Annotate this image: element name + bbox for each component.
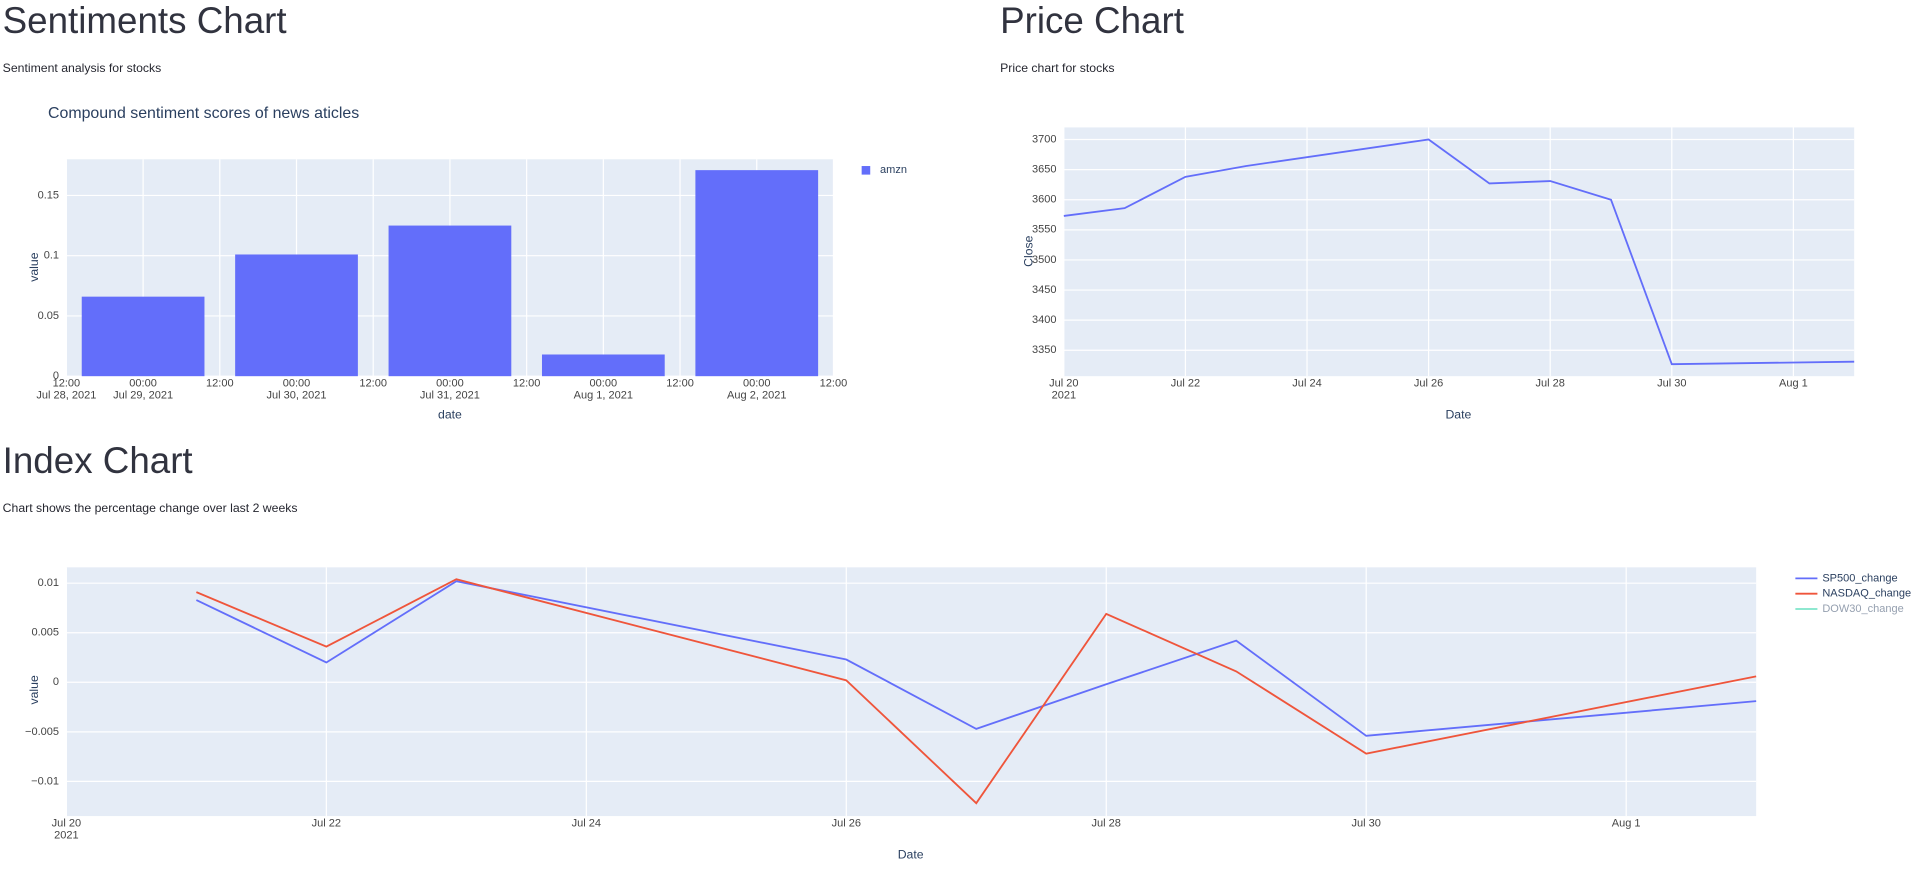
x-tick-label: Aug 1, 2021 (574, 390, 633, 402)
x-tick-label: 12:00 (359, 377, 387, 389)
x-tick-label: 00:00 (436, 377, 464, 389)
legend-item[interactable]: DOW30_change (1795, 603, 1904, 615)
y-tick-label: 3400 (1032, 314, 1057, 326)
section-description: Sentiment analysis for stocks (3, 61, 162, 75)
y-axis-title: value (27, 675, 41, 704)
x-tick-label: Jul 28 (1092, 817, 1121, 829)
section-description: Chart shows the percentage change over l… (3, 501, 298, 515)
chart-title: Compound sentiment scores of news aticle… (48, 105, 359, 122)
x-tick-label: Jul 22 (1171, 377, 1200, 389)
x-tick-label: Jul 26 (1414, 377, 1443, 389)
x-tick-label: Jul 22 (312, 817, 341, 829)
x-tick-label: 12:00 (820, 377, 848, 389)
x-tick-label: 00:00 (743, 377, 771, 389)
y-tick-label: 0 (53, 676, 59, 688)
x-axis-title: Date (1445, 408, 1471, 422)
y-tick-label: 0 (53, 370, 59, 382)
x-tick-label: 00:00 (283, 377, 311, 389)
y-tick-label: 3550 (1032, 224, 1057, 236)
x-tick-label: Aug 1 (1779, 377, 1808, 389)
legend-item[interactable]: amzn (861, 164, 907, 176)
y-tick-label: −0.01 (31, 775, 59, 787)
y-tick-label: 3600 (1032, 194, 1057, 206)
line (1063, 138, 1855, 366)
x-tick-label: Jul 20 (1049, 377, 1078, 389)
x-tick-label: Jul 30 (1657, 377, 1686, 389)
section-description: Price chart for stocks (1000, 61, 1114, 75)
x-tick-label: Jul 26 (832, 817, 861, 829)
bar (541, 354, 665, 377)
x-tick-label: 12:00 (666, 377, 694, 389)
y-tick-label: 3650 (1032, 164, 1057, 176)
bar (81, 296, 205, 377)
plot-area (66, 567, 1757, 817)
y-tick-label: −0.005 (25, 726, 59, 738)
bar (695, 170, 819, 377)
section-heading: Index Chart (3, 440, 193, 481)
bar (388, 225, 512, 377)
x-tick-label: Jul 20 (52, 817, 81, 829)
x-tick-label: Jul 29, 2021 (113, 390, 173, 402)
y-tick-label: 3500 (1032, 254, 1057, 266)
y-tick-label: 0.1 (44, 250, 59, 262)
x-tick-label: 00:00 (590, 377, 618, 389)
x-tick-label: 2021 (54, 830, 79, 842)
y-axis-title: Close (1022, 235, 1036, 267)
y-tick-label: 0.05 (38, 310, 59, 322)
x-axis-title: date (438, 408, 462, 422)
x-tick-label: Jul 24 (1292, 377, 1321, 389)
plot-area (1063, 127, 1855, 377)
legend-label: NASDAQ_change (1822, 588, 1911, 600)
legend-label: SP500_change (1822, 572, 1897, 584)
y-tick-label: 0.15 (38, 189, 59, 201)
line (195, 580, 1757, 737)
x-tick-label: 00:00 (129, 377, 157, 389)
x-tick-label: 2021 (1052, 390, 1077, 402)
bar (235, 254, 358, 377)
x-tick-label: 12:00 (206, 377, 234, 389)
legend-swatch (861, 166, 871, 175)
legend-label: amzn (880, 164, 907, 176)
line (196, 578, 1757, 805)
legend-label: DOW30_change (1822, 603, 1903, 615)
x-tick-label: Jul 30, 2021 (266, 390, 326, 402)
y-tick-label: 3450 (1032, 284, 1057, 296)
section-heading: Price Chart (1000, 0, 1184, 41)
legend-item[interactable]: SP500_change (1795, 572, 1898, 584)
y-tick-label: 0.005 (31, 627, 59, 639)
x-tick-label: Aug 1 (1612, 817, 1641, 829)
x-tick-label: Aug 2, 2021 (727, 390, 786, 402)
y-tick-label: 0.01 (38, 577, 59, 589)
y-tick-label: 3350 (1032, 344, 1057, 356)
x-tick-label: Jul 28, 2021 (36, 390, 96, 402)
x-tick-label: 12:00 (53, 377, 81, 389)
legend-item[interactable]: NASDAQ_change (1795, 588, 1911, 600)
x-tick-label: Jul 30 (1352, 817, 1381, 829)
x-axis-title: Date (898, 848, 924, 862)
x-tick-label: Jul 24 (572, 817, 601, 829)
x-tick-label: 12:00 (513, 377, 541, 389)
y-axis-title: value (27, 252, 41, 281)
y-tick-label: 3700 (1032, 133, 1057, 145)
section-heading: Sentiments Chart (3, 0, 287, 41)
x-tick-label: Jul 31, 2021 (420, 390, 480, 402)
x-tick-label: Jul 28 (1535, 377, 1564, 389)
